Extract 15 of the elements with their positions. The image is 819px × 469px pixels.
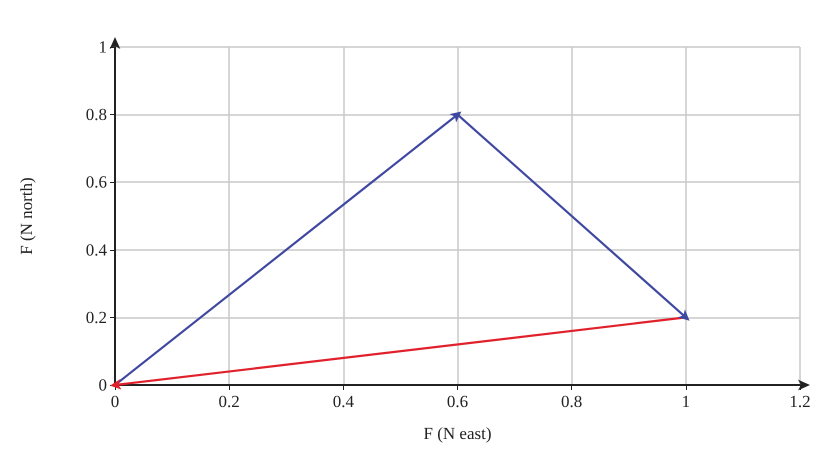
x-tick-label: 0.6 [446, 392, 468, 411]
y-tick-label: 0.2 [86, 308, 107, 327]
x-tick-label: 1 [682, 392, 690, 411]
x-tick-label: 0.4 [332, 392, 354, 411]
y-tick-label: 0.6 [86, 172, 107, 192]
y-axis-title: F (N north) [17, 177, 36, 255]
y-tick-label: 1 [98, 38, 107, 56]
x-tick-label: 0.2 [218, 392, 240, 411]
x-tick-label: 0.8 [561, 392, 582, 411]
y-tick-label: 0.4 [86, 240, 108, 260]
x-tick-label: 0 [110, 392, 120, 411]
x-axis-title: F (N east) [424, 424, 492, 443]
y-tick-label: 0.8 [86, 105, 107, 124]
y-tick-label: 0 [98, 376, 107, 394]
x-tick-label: 1.2 [789, 392, 811, 411]
